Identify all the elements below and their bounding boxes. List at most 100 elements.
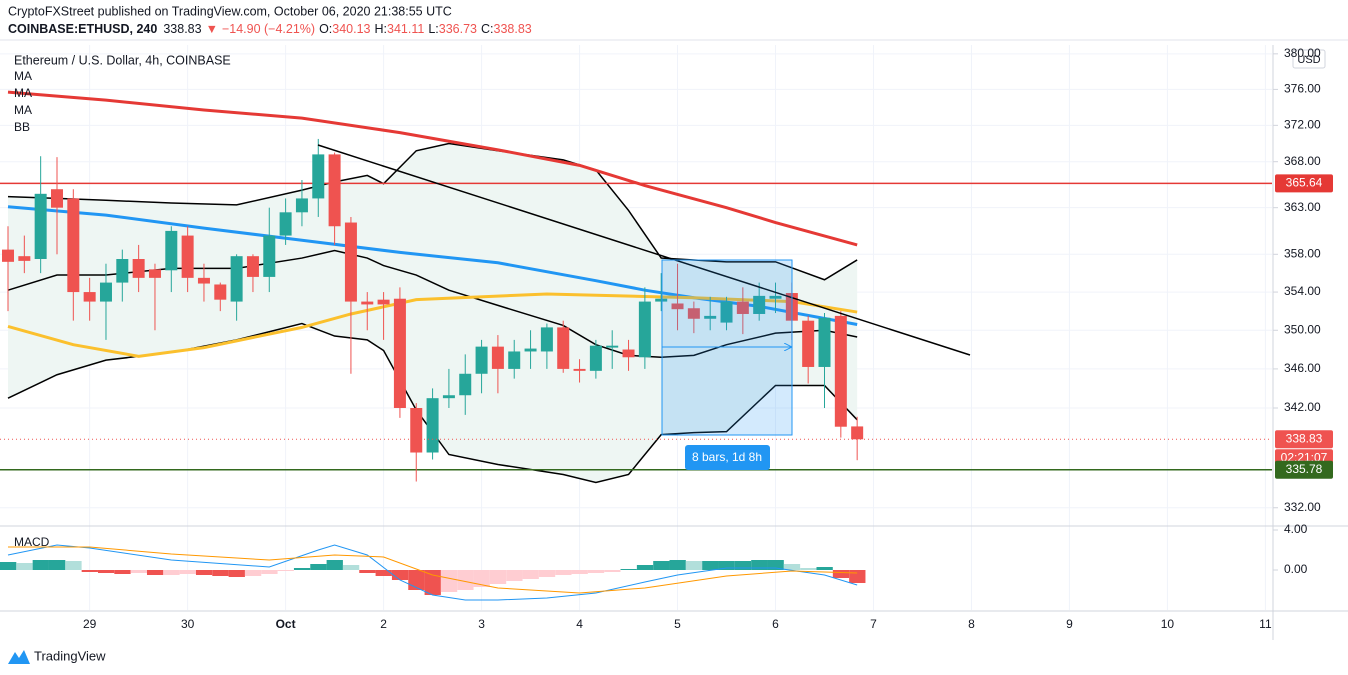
price-line-label: 335.78: [1286, 462, 1323, 476]
price-line-label-box: [1275, 174, 1333, 193]
x-tick-label: 4: [576, 617, 583, 631]
legend-title: Ethereum / U.S. Dollar, 4h, COINBASE: [14, 53, 231, 67]
macd-bar: [32, 560, 49, 570]
legend-ma: MA: [14, 69, 32, 83]
y-tick-label: 346.00: [1284, 361, 1321, 375]
candle-body: [263, 235, 276, 277]
bb-upper: [7, 142, 858, 281]
macd-bar: [81, 570, 98, 572]
macd-bar: [146, 570, 164, 575]
candle-body: [132, 258, 145, 278]
candle-body: [736, 301, 749, 314]
candle-body: [753, 295, 766, 314]
macd-bar: [130, 570, 147, 573]
o-label: O:: [319, 22, 332, 36]
x-tick-label: 5: [674, 617, 681, 631]
h-value: 341.11: [387, 22, 424, 36]
candle-body: [67, 198, 80, 293]
brand: TradingView: [34, 648, 106, 663]
y-tick-label: 368.00: [1284, 154, 1321, 168]
macd-bar: [669, 560, 686, 570]
x-tick-label: 30: [181, 617, 195, 631]
macd-bar: [16, 563, 33, 570]
macd-bar: [555, 570, 572, 575]
candle-body: [18, 256, 31, 261]
x-tick-label: 6: [772, 617, 779, 631]
candle-body: [671, 303, 684, 310]
overlay: 8 bars, 1d 8h: [317, 144, 971, 470]
macd-bar: [48, 560, 66, 570]
last-price-label: 338.83: [1286, 431, 1323, 445]
macd-bar: [604, 570, 621, 572]
y-tick-label: 354.00: [1284, 284, 1321, 298]
candle-body: [426, 398, 439, 453]
y-tick-label: 358.00: [1284, 246, 1321, 260]
range-label-box: [685, 445, 770, 470]
macd-bar: [408, 570, 425, 590]
change: −14.90 (−4.21%): [222, 22, 315, 36]
candle-body: [540, 327, 553, 352]
macd-bar: [195, 570, 213, 575]
candle-body: [377, 299, 390, 305]
candle-body: [442, 395, 455, 399]
candle-body: [491, 346, 504, 369]
macd-bar: [293, 568, 311, 570]
symbol: COINBASE:ETHUSD, 240: [8, 22, 157, 36]
candle-body: [181, 235, 194, 278]
macd-bar: [114, 570, 131, 574]
brand-logo: [8, 650, 30, 664]
macd-bar: [685, 561, 703, 570]
macd-bar: [310, 564, 327, 570]
publish-info: CryptoFXStreet published on TradingView.…: [8, 4, 452, 18]
y-tick-label: 332.00: [1284, 500, 1321, 514]
candle-body: [606, 345, 619, 348]
x-tick-label: Oct: [276, 617, 296, 631]
candle-body: [99, 282, 112, 302]
macd-bar: [506, 570, 523, 581]
y-tick-label: 342.00: [1284, 400, 1321, 414]
candle-body: [214, 284, 227, 300]
candle-body: [557, 327, 570, 369]
macd-bar: [261, 570, 278, 574]
y-tick-label: 363.00: [1284, 200, 1321, 214]
macd-bar: [163, 570, 180, 575]
candle-body: [230, 256, 243, 302]
macd-bar: [179, 570, 196, 574]
macd-bar: [326, 560, 343, 570]
macd-bar: [571, 570, 588, 574]
macd-y-tick-label: 0.00: [1284, 562, 1308, 576]
macd-bar: [751, 560, 768, 570]
candle-body: [148, 269, 161, 278]
macd-bar: [0, 562, 17, 570]
candle-body: [50, 189, 63, 208]
macd-bar: [767, 560, 784, 570]
macd-bar: [522, 570, 539, 579]
candle-body: [393, 298, 406, 408]
candle-body: [720, 301, 733, 323]
candle-body: [83, 292, 96, 302]
macd-bar: [734, 561, 752, 570]
macd-bar: [636, 565, 654, 570]
x-tick-label: 7: [870, 617, 877, 631]
candle-body: [34, 193, 47, 259]
macd-bar: [375, 570, 392, 576]
x-tick-label: 11: [1259, 617, 1272, 631]
bb-fill: [8, 143, 858, 483]
candle-body: [312, 154, 325, 199]
currency-box: [1292, 49, 1326, 69]
macd-bar: [489, 570, 507, 584]
y-tick-label: 376.00: [1284, 82, 1321, 96]
macd-bar: [702, 561, 719, 570]
x-tick-label: 2: [380, 617, 387, 631]
macd-bar: [342, 565, 360, 570]
x-tick-label: 9: [1066, 617, 1073, 631]
candle-body: [165, 230, 178, 271]
c-label: C:: [481, 22, 494, 36]
c-value: 338.83: [494, 22, 532, 36]
candle-body: [295, 198, 308, 213]
last-price-label-box: [1275, 430, 1333, 449]
candle-body: [589, 345, 602, 371]
macd-bar: [97, 570, 115, 573]
candle-body: [655, 298, 668, 302]
